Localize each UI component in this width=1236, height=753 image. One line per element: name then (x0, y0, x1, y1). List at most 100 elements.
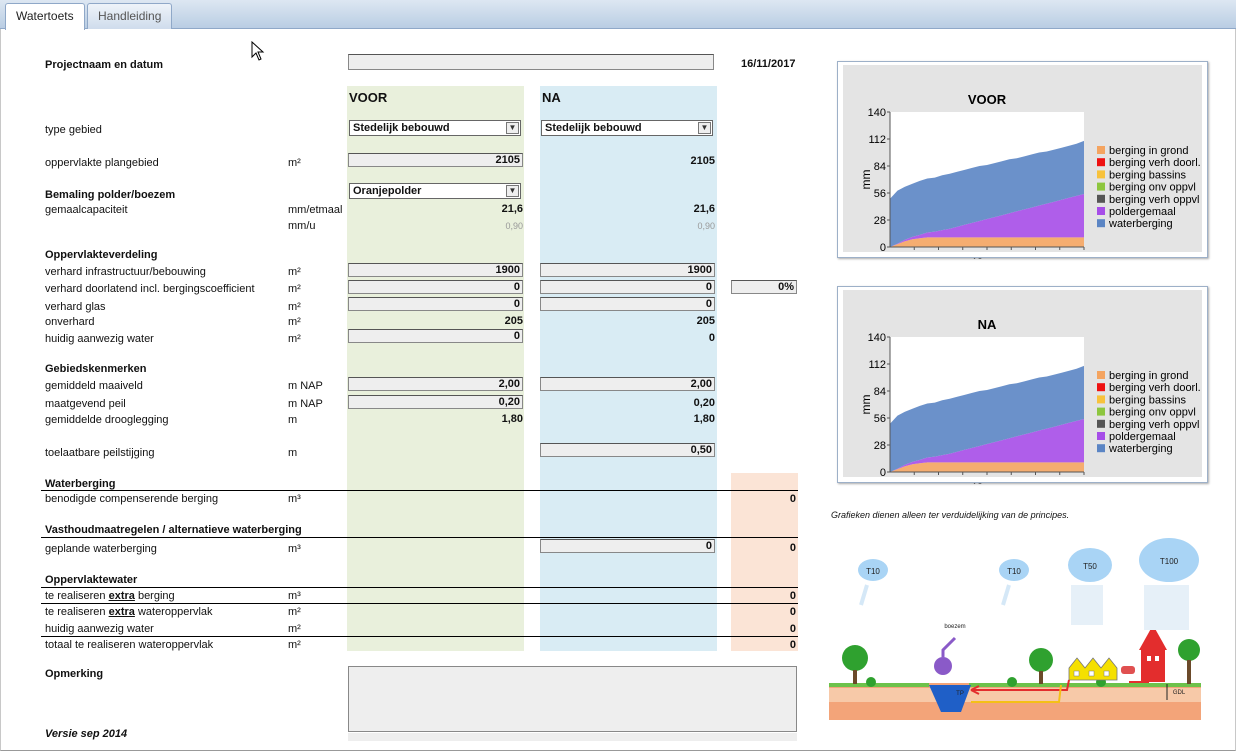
gemaal-voor-mmu: 0,90 (505, 221, 523, 231)
y-tick-label: 0 (880, 467, 886, 479)
result-column (731, 473, 798, 651)
y-tick-label: 112 (868, 134, 886, 146)
oppervlakte-label: oppervlakte plangebied (45, 157, 159, 169)
grass (829, 683, 929, 687)
verhard-glas-voor-input[interactable]: 0 (348, 297, 523, 311)
legend-label: waterberging (1108, 443, 1173, 455)
drooglegging-voor-value: 1,80 (501, 413, 523, 425)
opmerking-label: Opmerking (45, 668, 104, 680)
verhard-glas-na-input[interactable]: 0 (540, 297, 715, 311)
y-axis-label: mm (859, 395, 873, 415)
legend-label: berging onv oppvl (1109, 407, 1196, 419)
project-name-input[interactable] (348, 54, 714, 70)
comp-berging-label: benodigde compenserende berging (45, 493, 219, 505)
legend-label: berging in grond (1109, 145, 1189, 157)
tree-icon (842, 645, 868, 671)
gemaal-na-mmu: 0,90 (697, 221, 715, 231)
red-house-icon (1139, 625, 1167, 682)
chevron-down-icon[interactable]: ▼ (698, 122, 711, 134)
peilstijging-label: toelaatbare peilstijging (45, 447, 155, 459)
na-column (540, 86, 717, 651)
huidig-water-voor-input[interactable]: 0 (348, 329, 523, 343)
unit: mm/u (288, 220, 316, 232)
arrowhead (970, 685, 980, 695)
y-tick-label: 0 (880, 242, 886, 254)
extra-berging-result: 0 (789, 590, 796, 602)
divider (41, 636, 798, 637)
huidig-water2-result: 0 (789, 623, 796, 635)
tab-bar: Watertoets Handleiding (0, 0, 1236, 30)
bush-icon (866, 677, 876, 687)
verhard-infra-na-input[interactable]: 1900 (540, 263, 715, 277)
houses-icon (1068, 657, 1118, 681)
unit: m² (288, 157, 301, 169)
verhard-door-na-input[interactable]: 0 (540, 280, 715, 294)
maaiveld-voor-input[interactable]: 2,00 (348, 377, 523, 391)
y-tick-label: 140 (868, 332, 886, 344)
project-label: Projectnaam en datum (45, 59, 163, 71)
y-tick-label: 56 (874, 413, 886, 425)
verhard-door-voor-input[interactable]: 0 (348, 280, 523, 294)
divider (41, 490, 798, 491)
bemaling-select[interactable]: Oranjepolder ▼ (349, 183, 521, 199)
chevron-down-icon[interactable]: ▼ (506, 185, 519, 197)
unit: m NAP (288, 380, 323, 392)
peil-voor-input[interactable]: 0,20 (348, 395, 523, 409)
mouse-cursor-icon (251, 41, 265, 61)
verhard-door-label: verhard doorlatend incl. bergingscoeffic… (45, 283, 255, 295)
legend-swatch (1097, 194, 1105, 203)
text: te realiseren (45, 590, 109, 602)
totaal-label: totaal te realiseren wateroppervlak (45, 639, 214, 651)
tree-trunk (853, 670, 857, 684)
x-axis-label: 48 uur (970, 256, 1004, 259)
oppervlakte-voor-input[interactable]: 2105 (348, 153, 523, 167)
legend-swatch (1097, 407, 1105, 416)
tp-label: TP (956, 691, 964, 697)
y-tick-label: 140 (868, 107, 886, 119)
section-oppervlaktewater: Oppervlaktewater (45, 574, 138, 586)
legend-swatch (1097, 419, 1105, 428)
huidig-water-na-value: 0 (708, 332, 715, 344)
gemaal-label: gemaalcapaciteit (45, 204, 128, 216)
onverhard-voor-value: 205 (504, 315, 523, 327)
drooglegging-label: gemiddelde drooglegging (45, 414, 169, 426)
opmerking-textarea[interactable] (348, 666, 797, 732)
unit: m³ (288, 590, 301, 602)
verhard-infra-voor-input[interactable]: 1900 (348, 263, 523, 277)
tab-watertoets[interactable]: Watertoets (5, 3, 85, 30)
y-tick-label: 84 (874, 161, 886, 173)
verhard-infra-label: verhard infrastructuur/bebouwing (45, 266, 206, 278)
worksheet: Projectnaam en datum 16/11/2017 VOOR NA … (0, 29, 1236, 751)
maaiveld-na-input[interactable]: 2,00 (540, 377, 715, 391)
geplande-na-input[interactable]: 0 (540, 539, 715, 553)
unit: m³ (288, 493, 301, 505)
tab-handleiding[interactable]: Handleiding (87, 3, 173, 29)
legend-label: berging onv oppvl (1109, 182, 1196, 194)
tree-icon (1029, 648, 1053, 672)
geplande-result: 0 (789, 542, 796, 554)
type-gebied-voor-select[interactable]: Stedelijk bebouwd ▼ (349, 120, 521, 136)
y-tick-label: 28 (874, 440, 886, 452)
unit: m² (288, 606, 301, 618)
voor-header: VOOR (349, 90, 388, 105)
type-gebied-na-select[interactable]: Stedelijk bebouwd ▼ (541, 120, 713, 136)
peil-na-value: 0,20 (693, 397, 715, 409)
select-value: Oranjepolder (353, 185, 422, 197)
area-poldergemaal (890, 419, 1084, 472)
rain (859, 584, 869, 606)
cloud-t50-icon: T50 (1068, 548, 1112, 625)
rain (1144, 585, 1189, 630)
grass (969, 683, 1201, 687)
tree-trunk (1187, 660, 1191, 684)
legend-swatch (1097, 207, 1105, 215)
peilstijging-na-input[interactable]: 0,50 (540, 443, 715, 457)
section-gebiedskenmerken: Gebiedskenmerken (45, 363, 147, 375)
select-value: Stedelijk bebouwd (353, 122, 450, 134)
chevron-down-icon[interactable]: ▼ (506, 122, 519, 134)
cloud-t10-icon: T10 (858, 559, 888, 606)
unit: m² (288, 316, 301, 328)
y-tick-label: 84 (874, 386, 886, 398)
bergingscoefficient-input[interactable]: 0% (731, 280, 797, 294)
legend-label: waterberging (1108, 218, 1173, 230)
cloud-label: T50 (1083, 562, 1097, 571)
